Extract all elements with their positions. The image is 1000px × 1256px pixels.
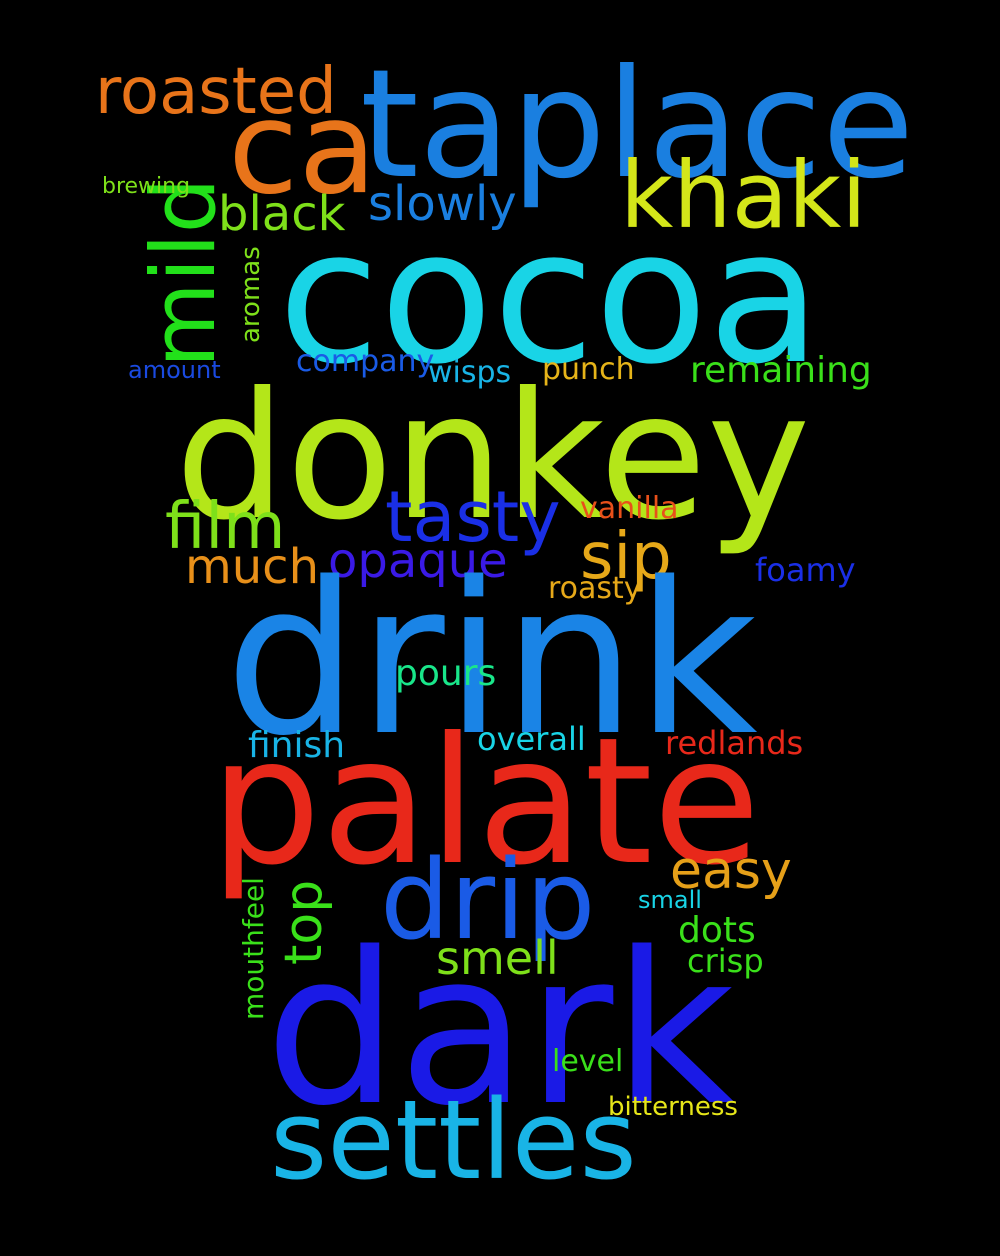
word-company: company xyxy=(296,344,435,379)
word-drink: drink xyxy=(225,537,758,782)
word-sip: sip xyxy=(580,520,672,594)
word-film: film xyxy=(165,490,286,564)
word-mild: mild xyxy=(132,177,235,368)
word-punch: punch xyxy=(542,352,635,387)
word-black: black xyxy=(218,186,346,242)
word-small: small xyxy=(638,886,702,914)
word-drip: drip xyxy=(380,836,596,964)
word-much: much xyxy=(185,539,319,595)
word-khaki: khaki xyxy=(620,142,867,249)
word-cocoa: cocoa xyxy=(278,189,822,405)
word-palate: palate xyxy=(210,701,761,904)
word-pours: pours xyxy=(395,653,497,694)
word-remaining: remaining xyxy=(690,350,872,391)
word-aromas: aromas xyxy=(236,246,266,343)
word-brewing: brewing xyxy=(102,174,191,199)
word-roasty: roasty xyxy=(548,571,642,606)
word-mouthfeel: mouthfeel xyxy=(237,877,270,1020)
word-foamy: foamy xyxy=(755,551,856,589)
word-ca: ca xyxy=(228,74,377,223)
word-roasted: roasted xyxy=(95,55,337,129)
word-settles: settles xyxy=(270,1076,637,1204)
word-slowly: slowly xyxy=(368,176,517,232)
word-easy: easy xyxy=(670,841,792,901)
word-redlands: redlands xyxy=(665,724,804,762)
word-wisps: wisps xyxy=(428,355,512,390)
word-dots: dots xyxy=(678,910,756,951)
word-tasty: tasty xyxy=(385,476,561,558)
word-amount: amount xyxy=(128,356,221,384)
word-bitterness: bitterness xyxy=(608,1092,738,1122)
word-crisp: crisp xyxy=(687,942,764,980)
word-dark: dark xyxy=(265,907,735,1152)
word-taplace: taplace xyxy=(360,38,915,212)
word-vanilla: vanilla xyxy=(580,491,679,526)
word-smell: smell xyxy=(436,931,559,985)
word-finish: finish xyxy=(248,725,346,766)
word-overall: overall xyxy=(477,720,586,758)
word-donkey: donkey xyxy=(175,356,811,559)
word-level: level xyxy=(552,1044,624,1079)
word-opaque: opaque xyxy=(328,533,508,589)
